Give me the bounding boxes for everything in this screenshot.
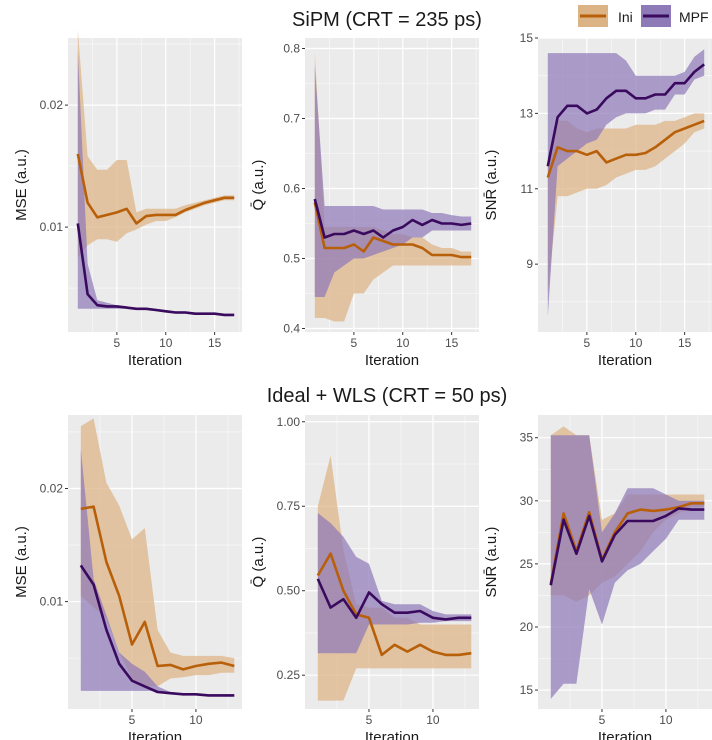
y-tick-label: 0.5	[283, 252, 300, 266]
y-tick-label: 0.7	[283, 112, 300, 126]
x-tick-label: 5	[366, 713, 373, 727]
y-tick-label: 20	[520, 620, 534, 634]
chart-panel-2: 5 10 15 9 11 13 15 Iteration SNR̄ (a.u.)	[483, 31, 712, 369]
series-line-mpf	[79, 564, 235, 697]
series-line-ini	[546, 119, 705, 178]
chart-panel-0: 5 10 15 0.01 0.02 Iteration MSE (a.u.)	[13, 29, 242, 369]
y-tick-label: 13	[520, 106, 534, 120]
y-axis-label: SNR̄ (a.u.)	[483, 527, 500, 598]
x-tick-label: 10	[159, 336, 173, 350]
y-tick-label: 0.02	[40, 98, 64, 112]
x-axis-label: Iteration	[598, 352, 652, 369]
x-tick-label: 10	[629, 336, 643, 350]
legend: Ini MPF	[578, 5, 709, 27]
x-axis-label: Iteration	[365, 729, 419, 740]
y-tick-label: 15	[520, 683, 534, 697]
band-mpf	[77, 50, 235, 317]
y-tick-label: 0.6	[283, 182, 300, 196]
x-tick-label: 10	[189, 713, 203, 727]
x-tick-label: 5	[351, 336, 358, 350]
y-tick-label: 0.75	[277, 499, 301, 513]
series-line-ini	[316, 552, 472, 657]
y-tick-label: 0.01	[40, 220, 64, 234]
panels: 5 10 15 0.01 0.02 Iteration MSE (a.u.) 5 10 15 0.4…	[13, 29, 712, 740]
chart-panel-3: 5 10 0.01 0.02 Iteration MSE (a.u.)	[13, 415, 242, 740]
x-tick-label: 5	[114, 336, 121, 350]
y-tick-label: 25	[520, 557, 534, 571]
y-tick-label: 0.01	[40, 595, 64, 609]
x-axis-label: Iteration	[598, 729, 652, 740]
x-tick-label: 10	[396, 336, 410, 350]
y-tick-label: 9	[526, 257, 533, 271]
y-tick-label: 11	[521, 182, 534, 196]
y-tick-label: 0.8	[283, 42, 300, 56]
y-tick-label: 0.4	[283, 322, 300, 336]
y-axis-label: SNR̄ (a.u.)	[483, 150, 500, 221]
x-tick-label: 15	[445, 336, 459, 350]
series-line-mpf	[316, 578, 472, 621]
band-ini	[77, 29, 235, 258]
y-tick-label: 0.02	[40, 482, 64, 496]
y-tick-label: 35	[520, 431, 534, 445]
y-tick-label: 0.25	[277, 668, 301, 682]
y-tick-label: 30	[520, 494, 534, 508]
y-tick-label: 0.50	[277, 584, 301, 598]
x-tick-label: 10	[659, 713, 673, 727]
series-line-mpf	[546, 63, 705, 167]
chart-panel-1: 5 10 15 0.4 0.5 0.6 0.7 0.8 Iteration Q̄ (a.u.)	[250, 38, 479, 369]
band-mpf	[547, 49, 705, 317]
x-tick-label: 15	[678, 336, 692, 350]
band-ini	[547, 113, 705, 295]
x-tick-label: 5	[129, 713, 136, 727]
legend-label-mpf: MPF	[679, 9, 709, 25]
y-tick-label: 15	[520, 31, 534, 45]
y-axis-label: Q̄ (a.u.)	[250, 160, 267, 211]
y-tick-label: 1.00	[277, 415, 301, 429]
series-line-mpf	[549, 507, 705, 586]
legend-label-ini: Ini	[618, 9, 633, 25]
chart-panel-5: 5 10 15 20 25 30 35 Iteration SNR̄ (a.u.)	[483, 415, 712, 740]
chart-panel-4: 5 10 0.25 0.50 0.75 1.00 Iteration Q̄ (a.u.)	[250, 415, 479, 740]
section-title-sipm: SiPM (CRT = 235 ps)	[292, 9, 482, 31]
section-title-ideal-wls: Ideal + WLS (CRT = 50 ps)	[267, 385, 507, 407]
series-line-ini	[313, 202, 472, 259]
y-axis-label: MSE (a.u.)	[13, 526, 30, 598]
band-ini	[80, 418, 235, 687]
x-tick-label: 10	[426, 713, 440, 727]
series-line-ini	[76, 153, 235, 225]
series-line-mpf	[313, 198, 472, 239]
x-tick-label: 15	[208, 336, 222, 350]
series-line-ini	[80, 505, 235, 671]
band-mpf	[80, 448, 235, 696]
band-mpf	[550, 435, 705, 699]
y-axis-label: Q̄ (a.u.)	[250, 537, 267, 588]
x-tick-label: 5	[584, 336, 591, 350]
y-axis-label: MSE (a.u.)	[13, 149, 30, 221]
band-mpf	[314, 66, 472, 297]
series-line-mpf	[76, 223, 235, 317]
x-axis-label: Iteration	[365, 352, 419, 369]
x-axis-label: Iteration	[128, 352, 182, 369]
x-axis-label: Iteration	[128, 729, 182, 740]
x-tick-label: 5	[599, 713, 606, 727]
